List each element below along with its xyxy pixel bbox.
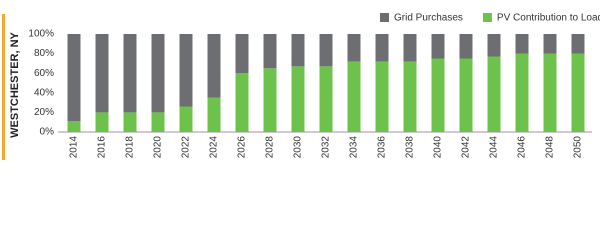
bar-segment: [235, 34, 249, 74]
x-tick-label: 2014: [69, 136, 80, 159]
bar-segment: [319, 34, 333, 67]
chart: WESTCHESTER, NY 0% 20% 40% 60% 80% 100% Grid P…: [2, 13, 600, 160]
bar-segment: [235, 73, 249, 132]
x-tick-label: 2032: [321, 136, 332, 159]
bar-segment: [431, 58, 445, 132]
bar-segment: [487, 56, 501, 132]
x-tick-label: 2022: [181, 136, 192, 159]
bar-segment: [347, 61, 361, 132]
bar-segment: [347, 34, 361, 62]
bar-segment: [95, 112, 109, 132]
bar-segment: [515, 34, 529, 54]
y-tick-label: 60%: [34, 68, 54, 79]
bar-segment: [403, 34, 417, 62]
bar-segment: [487, 34, 501, 57]
bar-segment: [431, 34, 445, 59]
y-tick-label: 20%: [34, 107, 54, 118]
bar-segment: [319, 66, 333, 132]
x-tick-label: 2036: [377, 136, 388, 159]
bar-segment: [459, 58, 473, 132]
x-tick-label: 2034: [349, 136, 360, 159]
y-axis-label: WESTCHESTER, NY: [9, 31, 21, 137]
x-tick-label: 2050: [573, 136, 584, 159]
bar-segment: [151, 34, 165, 113]
bar-segment: [291, 66, 305, 132]
x-tick-label: 2018: [125, 136, 136, 159]
bar-segment: [123, 34, 137, 113]
bar-segment: [151, 112, 165, 132]
x-tick-label: 2016: [97, 136, 108, 159]
bar-segment: [571, 53, 585, 132]
x-tick-label: 2024: [209, 136, 220, 159]
bar-segment: [375, 34, 389, 62]
x-tick-label: 2040: [433, 136, 444, 159]
legend-label: PV Contribution to Load: [497, 13, 600, 24]
accent-bar: [2, 14, 5, 160]
x-tick-label: 2048: [545, 136, 556, 159]
bar-segment: [543, 53, 557, 132]
bar-segment: [515, 53, 529, 132]
x-tick-label: 2020: [153, 136, 164, 159]
bar-segment: [207, 97, 221, 132]
x-tick-label: 2042: [461, 136, 472, 159]
x-tick-label: 2046: [517, 136, 528, 159]
bar-segment: [67, 121, 81, 132]
bar-segment: [571, 34, 585, 54]
y-tick-label: 40%: [34, 87, 54, 98]
legend-swatch: [380, 13, 389, 22]
bar-segment: [207, 34, 221, 98]
x-tick-label: 2044: [489, 136, 500, 159]
bar-segment: [291, 34, 305, 67]
x-tick-label: 2028: [265, 136, 276, 159]
x-tick-label: 2038: [405, 136, 416, 159]
bar-segment: [123, 112, 137, 132]
bar-segment: [95, 34, 109, 113]
x-tick-label: 2030: [293, 136, 304, 159]
legend-label: Grid Purchases: [394, 13, 463, 24]
bar-segment: [459, 34, 473, 59]
y-tick-label: 100%: [28, 29, 54, 40]
bar-segment: [375, 61, 389, 132]
x-tick-label: 2026: [237, 136, 248, 159]
bar-segment: [179, 106, 193, 132]
bar-segment: [67, 34, 81, 122]
bar-segment: [179, 34, 193, 107]
bar-segment: [403, 61, 417, 132]
bar-segment: [543, 34, 557, 54]
bar-segment: [263, 68, 277, 132]
bar-segment: [263, 34, 277, 69]
y-tick-label: 0%: [40, 127, 55, 138]
legend-swatch: [482, 13, 492, 22]
y-tick-label: 80%: [34, 48, 54, 59]
